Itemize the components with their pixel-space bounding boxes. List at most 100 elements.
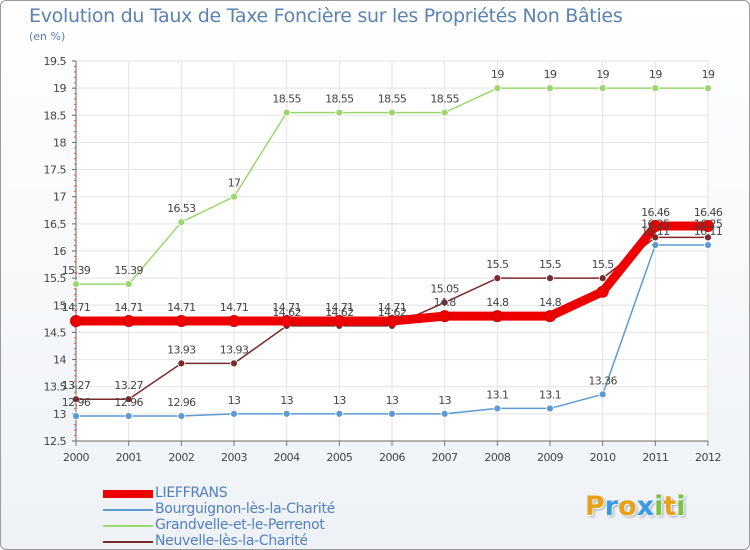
data-point bbox=[702, 220, 714, 233]
data-point bbox=[438, 310, 451, 323]
data-point bbox=[598, 84, 607, 93]
x-tick-label: 2003 bbox=[221, 451, 247, 464]
data-label: 18.55 bbox=[430, 93, 459, 106]
data-label: 13.36 bbox=[588, 374, 617, 387]
data-point bbox=[333, 315, 346, 328]
data-label: 13 bbox=[333, 394, 346, 407]
chart-title: Evolution du Taux de Taxe Foncière sur l… bbox=[29, 5, 623, 27]
data-label: 13.1 bbox=[486, 388, 508, 401]
data-point bbox=[649, 220, 662, 233]
data-point bbox=[440, 409, 449, 418]
data-label: 14.71 bbox=[167, 301, 196, 314]
data-point bbox=[704, 84, 712, 93]
x-tick-label: 2004 bbox=[274, 451, 300, 464]
data-point bbox=[388, 108, 396, 117]
data-label: 14.8 bbox=[486, 296, 509, 309]
data-label: 14.71 bbox=[378, 301, 407, 314]
y-tick-label: 15.5 bbox=[44, 272, 67, 285]
data-point bbox=[704, 233, 712, 242]
grid-layer bbox=[75, 60, 709, 442]
y-tick-label: 12.5 bbox=[44, 435, 67, 448]
data-label: 12.96 bbox=[114, 396, 143, 409]
legend-label: LIEFFRANS bbox=[155, 485, 228, 501]
data-point bbox=[493, 274, 502, 283]
data-label: 14.62 bbox=[325, 306, 354, 319]
data-point bbox=[230, 359, 238, 368]
data-label: 13.93 bbox=[220, 343, 249, 356]
data-label: 14.71 bbox=[62, 301, 91, 314]
data-point bbox=[704, 241, 712, 249]
data-label: 13 bbox=[438, 394, 451, 407]
proxiti-logo: Proxiti bbox=[585, 491, 686, 522]
data-point bbox=[546, 404, 554, 413]
data-point bbox=[70, 315, 82, 328]
legend-swatch bbox=[103, 490, 153, 498]
data-label: 14.8 bbox=[539, 296, 562, 309]
data-point bbox=[546, 274, 554, 283]
data-label-layer: 14.71 14.71 14.71 14.71 14.71 14.71 14.71 14.8 1… bbox=[62, 68, 724, 409]
data-point bbox=[175, 315, 188, 328]
data-label: 12.96 bbox=[167, 396, 196, 409]
data-label: 13 bbox=[280, 394, 293, 407]
logo-letter: t bbox=[663, 491, 677, 522]
data-label: 18.55 bbox=[325, 93, 354, 106]
data-label: 15.5 bbox=[539, 258, 562, 271]
y-tick-label: 16 bbox=[53, 245, 66, 258]
data-label: 14.71 bbox=[325, 301, 354, 314]
data-point bbox=[440, 298, 449, 307]
y-tick-label: 17.5 bbox=[44, 164, 67, 177]
data-label: 13.1 bbox=[539, 388, 561, 401]
data-label: 14.71 bbox=[220, 301, 249, 314]
data-label: 17 bbox=[228, 177, 241, 190]
data-label: 15.05 bbox=[430, 283, 459, 296]
logo-letter: x bbox=[636, 491, 655, 522]
data-point bbox=[596, 285, 609, 298]
data-point bbox=[72, 412, 80, 420]
data-label: 12.96 bbox=[62, 396, 91, 409]
data-label: 14.62 bbox=[378, 306, 407, 319]
data-point bbox=[124, 412, 133, 420]
data-point bbox=[230, 192, 238, 201]
x-tick-label: 2002 bbox=[168, 451, 194, 464]
y-tick-label: 13.5 bbox=[44, 381, 67, 394]
y-tick-label: 19 bbox=[53, 82, 66, 95]
data-label: 15.5 bbox=[486, 258, 509, 271]
data-point bbox=[651, 241, 660, 249]
data-label: 16.25 bbox=[641, 217, 670, 230]
data-label: 16.53 bbox=[167, 202, 196, 215]
data-label: 15.5 bbox=[592, 258, 615, 271]
x-tick-label: 2009 bbox=[537, 451, 563, 464]
data-label: 16.46 bbox=[641, 206, 670, 219]
x-tick-label: 2008 bbox=[484, 451, 510, 464]
data-point bbox=[544, 310, 556, 323]
data-label: 16.11 bbox=[641, 225, 670, 238]
data-label: 18.55 bbox=[272, 93, 301, 106]
data-point bbox=[388, 409, 396, 418]
y-tick-label: 17 bbox=[53, 191, 66, 204]
logo-letter: r bbox=[604, 491, 619, 522]
data-point bbox=[177, 359, 186, 368]
data-point bbox=[335, 409, 344, 418]
data-point bbox=[546, 84, 554, 93]
data-point bbox=[491, 310, 504, 323]
logo-letter: P bbox=[585, 491, 605, 522]
data-point bbox=[651, 84, 660, 93]
logo-letter: i bbox=[654, 491, 664, 522]
data-label: 15.39 bbox=[62, 264, 91, 277]
x-tick-label: 2006 bbox=[379, 451, 405, 464]
y-tick-label: 14.5 bbox=[44, 326, 67, 339]
data-label: 13.27 bbox=[114, 379, 143, 392]
data-label: 14.62 bbox=[272, 306, 301, 319]
data-label: 18.55 bbox=[378, 93, 407, 106]
y-tick-label: 15 bbox=[53, 299, 66, 312]
data-label: 13.27 bbox=[62, 379, 91, 392]
data-label: 13 bbox=[386, 394, 399, 407]
x-tick-label: 2001 bbox=[116, 451, 142, 464]
x-tick-label: 2010 bbox=[590, 451, 616, 464]
legend-label: Bourguignon-lès-la-Charité bbox=[155, 501, 335, 517]
data-label: 14.71 bbox=[114, 301, 143, 314]
x-tick-label: 2007 bbox=[432, 451, 458, 464]
x-tick-label: 2005 bbox=[326, 451, 352, 464]
